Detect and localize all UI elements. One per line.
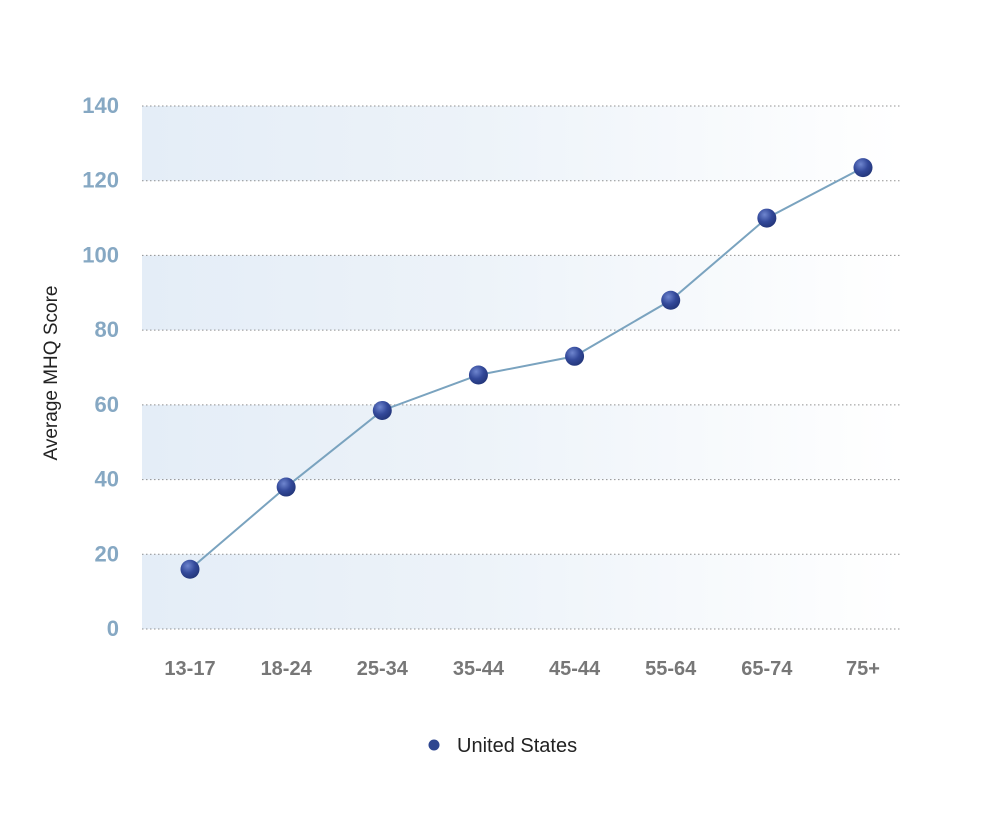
- y-tick-label: 20: [95, 541, 119, 566]
- legend-label: United States: [457, 735, 577, 757]
- legend-marker: [428, 739, 440, 751]
- band: [142, 554, 900, 629]
- x-tick-label: 18-24: [261, 658, 313, 680]
- x-axis-ticks: 13-17 18-24 25-34 35-44 45-44 55-64 65-74 75+: [164, 658, 880, 680]
- data-point[interactable]: [276, 477, 296, 497]
- y-tick-label: 80: [95, 317, 119, 342]
- band: [142, 404, 900, 480]
- y-tick-label: 40: [95, 467, 119, 492]
- y-tick-label: 100: [82, 242, 119, 267]
- band: [142, 106, 900, 181]
- x-tick-label: 45-44: [549, 658, 601, 680]
- data-point[interactable]: [565, 346, 585, 366]
- data-point[interactable]: [468, 365, 488, 385]
- data-point[interactable]: [372, 400, 392, 420]
- data-point[interactable]: [757, 208, 777, 228]
- legend: United States: [428, 735, 577, 757]
- y-axis-ticks: 0 20 40 60 80 100 120 140: [82, 93, 119, 641]
- x-tick-label: 55-64: [645, 658, 697, 680]
- y-tick-label: 0: [107, 616, 119, 641]
- data-point[interactable]: [853, 158, 873, 178]
- x-tick-label: 13-17: [164, 658, 215, 680]
- series-united-states: [180, 158, 873, 579]
- y-tick-label: 120: [82, 168, 119, 193]
- y-axis-label: Average MHQ Score: [41, 286, 62, 461]
- x-tick-label: 25-34: [357, 658, 409, 680]
- x-tick-label: 35-44: [453, 658, 505, 680]
- series-line: [189, 166, 864, 570]
- data-point[interactable]: [180, 559, 200, 579]
- data-point[interactable]: [661, 290, 681, 310]
- y-tick-label: 140: [82, 93, 119, 118]
- x-tick-label: 75+: [846, 658, 880, 680]
- band: [142, 255, 900, 331]
- x-tick-label: 65-74: [741, 658, 793, 680]
- y-tick-label: 60: [95, 392, 119, 417]
- background-bands: [142, 106, 900, 629]
